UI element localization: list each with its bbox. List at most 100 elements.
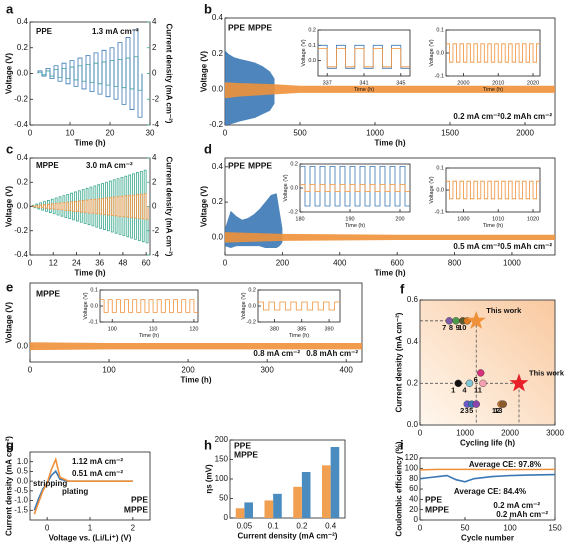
y-axis-label: Current density (mA cm⁻²)	[4, 436, 13, 536]
legend-entry: PPE	[131, 494, 148, 504]
x-tick-label: 0	[418, 524, 423, 533]
y-tick-label: 0.0	[17, 69, 29, 78]
y-tick-label: 0.0	[212, 84, 224, 93]
data-line	[419, 468, 556, 471]
y-tick-label: 0.2	[212, 49, 224, 58]
voltage-step	[116, 196, 122, 217]
y-tick-label: 0.2	[17, 177, 29, 186]
y-tick-label: 0.0	[308, 58, 316, 64]
y-tick-label: -0.1	[435, 73, 444, 79]
x-tick-label: 50	[461, 524, 470, 533]
legend-entry: MPPE	[248, 160, 272, 170]
voltage-step	[85, 199, 91, 214]
x-tick-label: 600	[390, 259, 404, 268]
legend-entry: PPE	[228, 22, 245, 32]
voltage-envelope	[225, 232, 555, 243]
y-tick-label: 0.4	[407, 337, 419, 346]
x-tick-label: 0	[45, 524, 50, 533]
x-tick-label: 200	[395, 216, 404, 222]
background-gradient	[420, 300, 555, 425]
voltage-step	[39, 204, 44, 209]
bar	[330, 447, 340, 518]
y-tick-label: 100	[215, 474, 229, 483]
x-tick-label: 390	[324, 326, 333, 332]
y-axis-label: Voltage (V)	[199, 186, 208, 228]
y-tick-label: 0.4	[17, 153, 29, 162]
bar	[301, 471, 311, 518]
bar	[293, 486, 302, 518]
annotation: 0.8 mA cm⁻²	[253, 349, 300, 358]
y2-tick-label: -4	[152, 120, 160, 129]
panel-letter: g	[6, 437, 14, 452]
y-tick-label: 120	[405, 453, 419, 462]
inset-wave	[446, 43, 540, 63]
voltage-step	[108, 197, 114, 216]
voltage-step	[74, 201, 79, 212]
voltage-step	[120, 195, 126, 218]
y-tick-label: -0.2	[14, 94, 28, 103]
y-tick-label: -1.0	[14, 496, 28, 505]
x-tick-label: 0	[418, 429, 423, 438]
legend-entry: MPPE	[234, 449, 258, 459]
voltage-envelope	[225, 82, 555, 99]
voltage-step	[125, 37, 135, 110]
legend-entry: MPPE	[425, 504, 449, 514]
reference-point	[465, 379, 474, 388]
annotation: stripping	[33, 479, 67, 488]
y-tick-label: 0	[224, 513, 229, 522]
point-label: 10	[458, 323, 466, 332]
x-axis-label: Time (h)	[75, 138, 106, 147]
data-line	[33, 456, 133, 515]
panel-letter: b	[204, 1, 212, 16]
star-label: This work	[486, 306, 522, 315]
y-tick-label: 20	[409, 505, 418, 514]
y-axis-label: Voltage (V)	[4, 186, 13, 228]
voltage-step	[35, 205, 41, 208]
annotation: 0.8 mAh cm⁻²	[306, 349, 358, 358]
x-axis-label: Time (h)	[289, 333, 309, 339]
y-axis-label: Voltage (V)	[241, 292, 247, 319]
x-tick-label: 0	[223, 129, 228, 138]
voltage-step	[53, 65, 63, 82]
x-tick-label: 2010	[492, 80, 504, 86]
y-tick-label: 0.2	[308, 27, 316, 33]
x-tick-label: 150	[548, 524, 562, 533]
voltage-step	[47, 203, 52, 210]
y-tick-label: 0.4	[17, 17, 29, 26]
y-tick-label: 0.0	[17, 341, 29, 350]
voltage-step	[45, 67, 55, 80]
x-axis-label: Time (h)	[354, 87, 374, 93]
x-axis-label: Cycle number	[461, 533, 514, 542]
voltage-step	[50, 203, 56, 210]
annotation: Average CE: 97.8%	[469, 460, 541, 469]
voltage-step	[58, 202, 64, 211]
x-tick-label: 385	[297, 326, 306, 332]
y-tick-label: 0.0	[90, 303, 98, 309]
panel-letter: h	[204, 437, 212, 452]
x-tick-label: 110	[149, 326, 158, 332]
point-label: 6	[474, 375, 478, 384]
reference-point	[479, 379, 487, 388]
y-tick-label: -1.5	[14, 505, 28, 514]
x-tick-label: 345	[396, 80, 405, 86]
x-tick-label: 60	[142, 259, 151, 268]
x-tick-label: 120	[189, 326, 198, 332]
panel-letter: a	[6, 1, 14, 16]
annotation: 1.3 mA cm⁻²	[92, 27, 139, 36]
point-label: 9	[456, 323, 460, 332]
x-tick-label: 0	[28, 129, 33, 138]
y-tick-label: -0.2	[14, 226, 28, 235]
annotation: 0.2 mAh cm⁻²	[496, 510, 548, 519]
voltage-step	[31, 205, 37, 208]
voltage-step	[93, 198, 99, 215]
legend-entry: PPE	[234, 440, 251, 450]
x-tick-label: 1000	[366, 129, 384, 138]
y-tick-label: 0.1	[436, 165, 444, 171]
voltage-step	[77, 57, 87, 90]
y-tick-label: -0.1	[89, 319, 98, 325]
y-tick-label: 40	[409, 494, 418, 503]
x-tick-label: 2000	[457, 80, 469, 86]
y-tick-label: 50	[219, 494, 228, 503]
point-label: 4	[462, 385, 467, 394]
